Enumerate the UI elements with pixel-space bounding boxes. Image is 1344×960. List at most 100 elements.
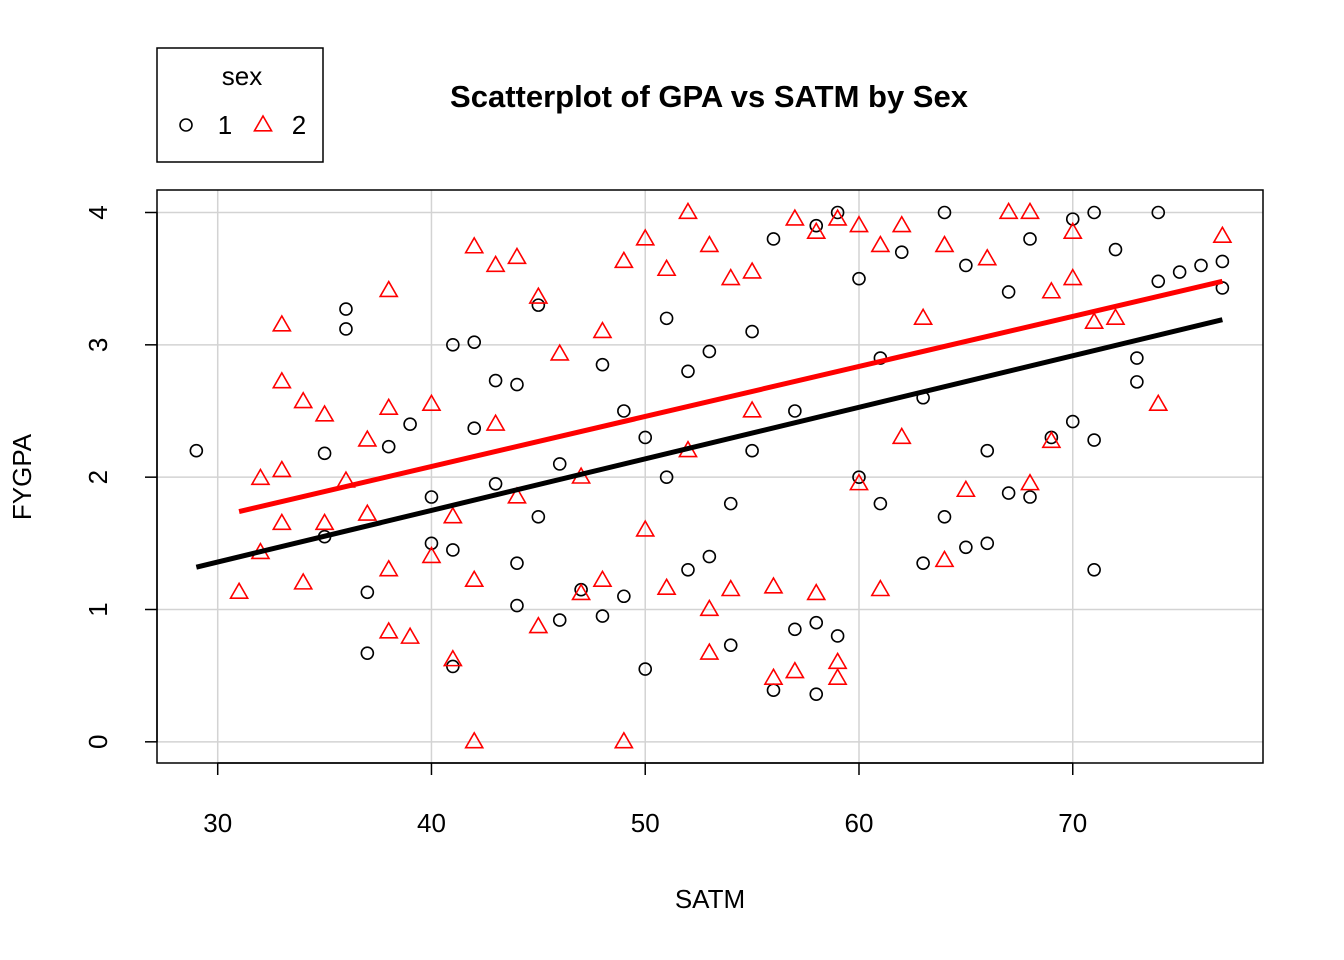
- point: [1023, 490, 1037, 504]
- point: [549, 343, 570, 361]
- x-tick-label: 60: [845, 808, 874, 838]
- point: [378, 621, 399, 639]
- point: [699, 234, 720, 253]
- point: [849, 473, 869, 491]
- point: [937, 510, 952, 524]
- point: [271, 371, 292, 389]
- point: [720, 579, 741, 597]
- point: [595, 609, 610, 623]
- point: [510, 598, 524, 613]
- point: [507, 246, 527, 265]
- point: [1020, 201, 1040, 220]
- point: [293, 391, 314, 409]
- point: [1194, 258, 1208, 273]
- point: [464, 731, 485, 749]
- point: [870, 234, 891, 253]
- point: [894, 245, 909, 259]
- point: [830, 629, 845, 643]
- point: [1084, 311, 1105, 329]
- point: [378, 397, 399, 415]
- point: [403, 417, 417, 432]
- x-tick-label: 70: [1058, 808, 1087, 838]
- point: [314, 404, 335, 422]
- point: [1151, 205, 1166, 220]
- point: [528, 286, 549, 304]
- point: [1065, 212, 1080, 226]
- point: [1108, 242, 1123, 257]
- point: [784, 208, 805, 226]
- point: [381, 439, 396, 454]
- point: [873, 496, 888, 511]
- point: [339, 322, 353, 336]
- legend-label: 1: [218, 110, 232, 140]
- point: [485, 254, 506, 273]
- legend-label: 2: [292, 110, 306, 140]
- point: [446, 338, 460, 352]
- point: [702, 344, 717, 359]
- point: [809, 687, 824, 701]
- point: [571, 583, 592, 601]
- point: [531, 298, 546, 312]
- point: [635, 228, 656, 246]
- point: [592, 320, 613, 339]
- point: [293, 572, 314, 590]
- point: [723, 638, 738, 653]
- point: [1020, 473, 1040, 491]
- grid: [157, 190, 1263, 763]
- point: [870, 579, 891, 597]
- point: [314, 512, 335, 531]
- point: [360, 585, 375, 600]
- point: [809, 615, 824, 630]
- point: [827, 651, 848, 670]
- point: [638, 430, 653, 445]
- point: [1065, 414, 1080, 429]
- point: [1105, 307, 1126, 326]
- point: [1001, 486, 1016, 500]
- point: [617, 589, 631, 604]
- point: [681, 364, 695, 379]
- point: [959, 258, 973, 273]
- point: [830, 205, 845, 220]
- y-axis-title: FYGPA: [7, 433, 37, 520]
- y-tick-label: 4: [83, 205, 113, 219]
- point: [467, 335, 482, 349]
- point: [699, 642, 720, 660]
- fit-line: [238, 278, 1223, 515]
- point: [763, 576, 784, 594]
- point: [806, 583, 827, 601]
- point: [742, 400, 763, 418]
- point: [595, 357, 610, 372]
- point: [446, 543, 460, 557]
- point: [357, 429, 378, 447]
- point: [659, 311, 674, 326]
- point: [913, 307, 934, 326]
- point: [317, 446, 332, 461]
- point: [1087, 205, 1101, 220]
- point: [271, 512, 292, 531]
- point: [699, 598, 720, 617]
- point: [852, 271, 866, 286]
- point: [1212, 225, 1233, 243]
- x-tick-label: 30: [203, 808, 232, 838]
- point: [488, 373, 503, 388]
- point: [552, 613, 567, 627]
- point: [488, 476, 503, 491]
- point: [1130, 351, 1144, 365]
- point: [552, 457, 567, 471]
- point: [959, 540, 973, 555]
- point: [659, 470, 674, 484]
- point: [977, 248, 998, 266]
- point: [617, 404, 631, 418]
- point: [916, 556, 930, 570]
- x-tick-label: 50: [631, 808, 660, 838]
- legend-marker: [179, 118, 193, 132]
- point: [980, 443, 995, 458]
- point: [681, 562, 695, 577]
- point: [788, 404, 802, 418]
- fit-line: [195, 317, 1223, 570]
- point: [745, 443, 759, 458]
- point: [378, 559, 399, 577]
- x-tick-label: 40: [417, 808, 446, 838]
- point: [891, 426, 912, 445]
- point: [998, 201, 1019, 220]
